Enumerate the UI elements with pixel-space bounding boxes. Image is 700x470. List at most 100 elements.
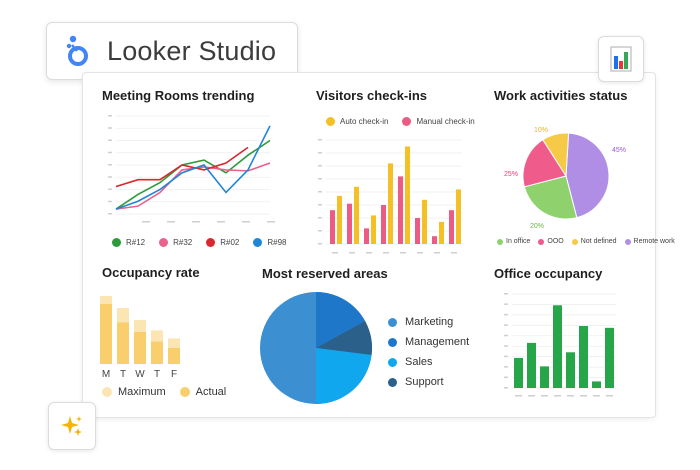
- legend-label: Management: [405, 336, 470, 348]
- pie-slice: [542, 132, 570, 178]
- pie-slice: [316, 321, 372, 356]
- x-tick-label: [593, 395, 600, 397]
- pie-percent-label: 10%: [534, 127, 548, 134]
- legend-label: Sales: [405, 356, 433, 368]
- meeting-rooms-line-chart: [108, 115, 275, 223]
- actual-bar: [117, 322, 129, 364]
- magic-sparkle-button[interactable]: [48, 402, 96, 450]
- work-status-pie-chart: 45% 20% 25% 10%: [504, 127, 626, 230]
- legend-label: Actual: [195, 386, 227, 398]
- reserved-areas-legend: Marketing Management Sales Support: [388, 312, 469, 392]
- office-occupancy-bar-chart: [504, 293, 616, 397]
- x-tick-label: [242, 221, 250, 223]
- legend-label: Manual check-in: [416, 117, 475, 126]
- legend-label: R#02: [220, 238, 240, 247]
- sparkle-icon: [61, 416, 82, 436]
- axis-tick-mark: [318, 243, 322, 245]
- legend-swatch: [179, 387, 190, 397]
- x-tick-label: [606, 395, 613, 397]
- axis-tick-mark: [108, 213, 112, 215]
- visitors-title: Visitors check-ins: [316, 88, 428, 103]
- x-tick-label: [192, 221, 200, 223]
- actual-bar: [100, 304, 112, 364]
- x-tick-label: [554, 395, 561, 397]
- legend-item-remote-work: Remote work: [624, 238, 675, 245]
- office-occupancy-bar: [527, 342, 536, 388]
- office-occupancy-bar: [566, 352, 575, 388]
- legend-item-marketing: Marketing: [388, 312, 469, 332]
- legend-swatch: [388, 357, 397, 367]
- office-occupancy-bar: [579, 325, 588, 388]
- legend-swatch: [388, 377, 397, 387]
- auto-checkin-bar: [439, 221, 444, 244]
- manual-checkin-bar: [432, 236, 437, 244]
- axis-tick-mark: [504, 366, 508, 368]
- manual-checkin-bar: [364, 228, 369, 244]
- x-tick-label: [349, 252, 355, 254]
- app-name: Looker Studio: [107, 35, 277, 66]
- pie-slice: [565, 132, 610, 219]
- legend-item-r98: R#98: [253, 238, 287, 247]
- manual-checkin-bar: [415, 218, 420, 244]
- axis-tick-mark: [504, 334, 508, 337]
- pie-percent-label: 45%: [612, 147, 626, 154]
- x-tick-label: [267, 221, 275, 223]
- chart-type-button[interactable]: [598, 36, 644, 82]
- axis-tick-mark: [108, 164, 112, 166]
- office-occupancy-bar: [514, 357, 523, 388]
- legend-item-sales: Sales: [388, 352, 469, 372]
- legend-swatch: [538, 238, 545, 245]
- legend-item-r02: R#02: [206, 238, 239, 247]
- manual-checkin-bar: [347, 203, 352, 244]
- axis-tick-mark: [504, 345, 508, 347]
- pie-slice: [316, 348, 372, 404]
- legend-swatch: [253, 238, 263, 247]
- occupancy-title: Occupancy rate: [102, 265, 200, 280]
- legend-swatch: [102, 387, 112, 397]
- legend-swatch: [326, 117, 335, 126]
- actual-bar: [151, 341, 163, 364]
- axis-tick-mark: [504, 313, 508, 316]
- x-tick-label: [167, 221, 175, 223]
- legend-item-auto: Auto check-in: [326, 117, 388, 126]
- manual-checkin-bar: [330, 210, 335, 244]
- auto-checkin-bar: [337, 195, 342, 244]
- auto-checkin-bar: [388, 163, 393, 244]
- bar-chart-icon: [610, 46, 632, 72]
- legend-label: R#12: [126, 238, 146, 247]
- x-tick-label: [528, 395, 535, 397]
- legend-swatch: [402, 117, 412, 126]
- legend-item-management: Management: [388, 332, 469, 352]
- axis-tick-mark: [504, 303, 508, 305]
- manual-checkin-bar: [381, 205, 386, 244]
- legend-label: Maximum: [118, 386, 166, 398]
- office-occupancy-bar: [540, 366, 549, 388]
- legend-swatch: [388, 317, 397, 327]
- office-occupancy-bar: [592, 381, 601, 388]
- legend-item-not-defined: Not defined: [571, 238, 617, 245]
- axis-tick-mark: [504, 376, 508, 379]
- x-tick-label: [434, 252, 440, 254]
- axis-tick-mark: [318, 204, 322, 206]
- actual-bar: [134, 332, 146, 364]
- manual-checkin-bar: [449, 210, 454, 244]
- axis-tick-mark: [504, 387, 508, 389]
- office-occupancy-title: Office occupancy: [494, 266, 603, 281]
- legend-item-actual: Actual: [179, 386, 227, 398]
- axis-tick-mark: [108, 188, 112, 190]
- legend-label: Auto check-in: [340, 117, 389, 126]
- legend-swatch: [571, 238, 578, 245]
- occupancy-legend: Maximum Actual: [102, 386, 240, 398]
- pie-slice: [522, 139, 567, 188]
- legend-item-r32: R#32: [159, 238, 192, 247]
- day-label: T: [120, 369, 126, 380]
- reserved-areas-title: Most reserved areas: [262, 266, 388, 281]
- axis-tick-mark: [108, 127, 112, 129]
- manual-checkin-bar: [398, 176, 403, 244]
- looker-studio-logo-icon: [66, 35, 88, 66]
- day-label: T: [154, 369, 160, 380]
- app-title-card: Looker Studio: [46, 22, 298, 80]
- axis-tick-mark: [108, 139, 112, 141]
- legend-label: Support: [405, 376, 444, 388]
